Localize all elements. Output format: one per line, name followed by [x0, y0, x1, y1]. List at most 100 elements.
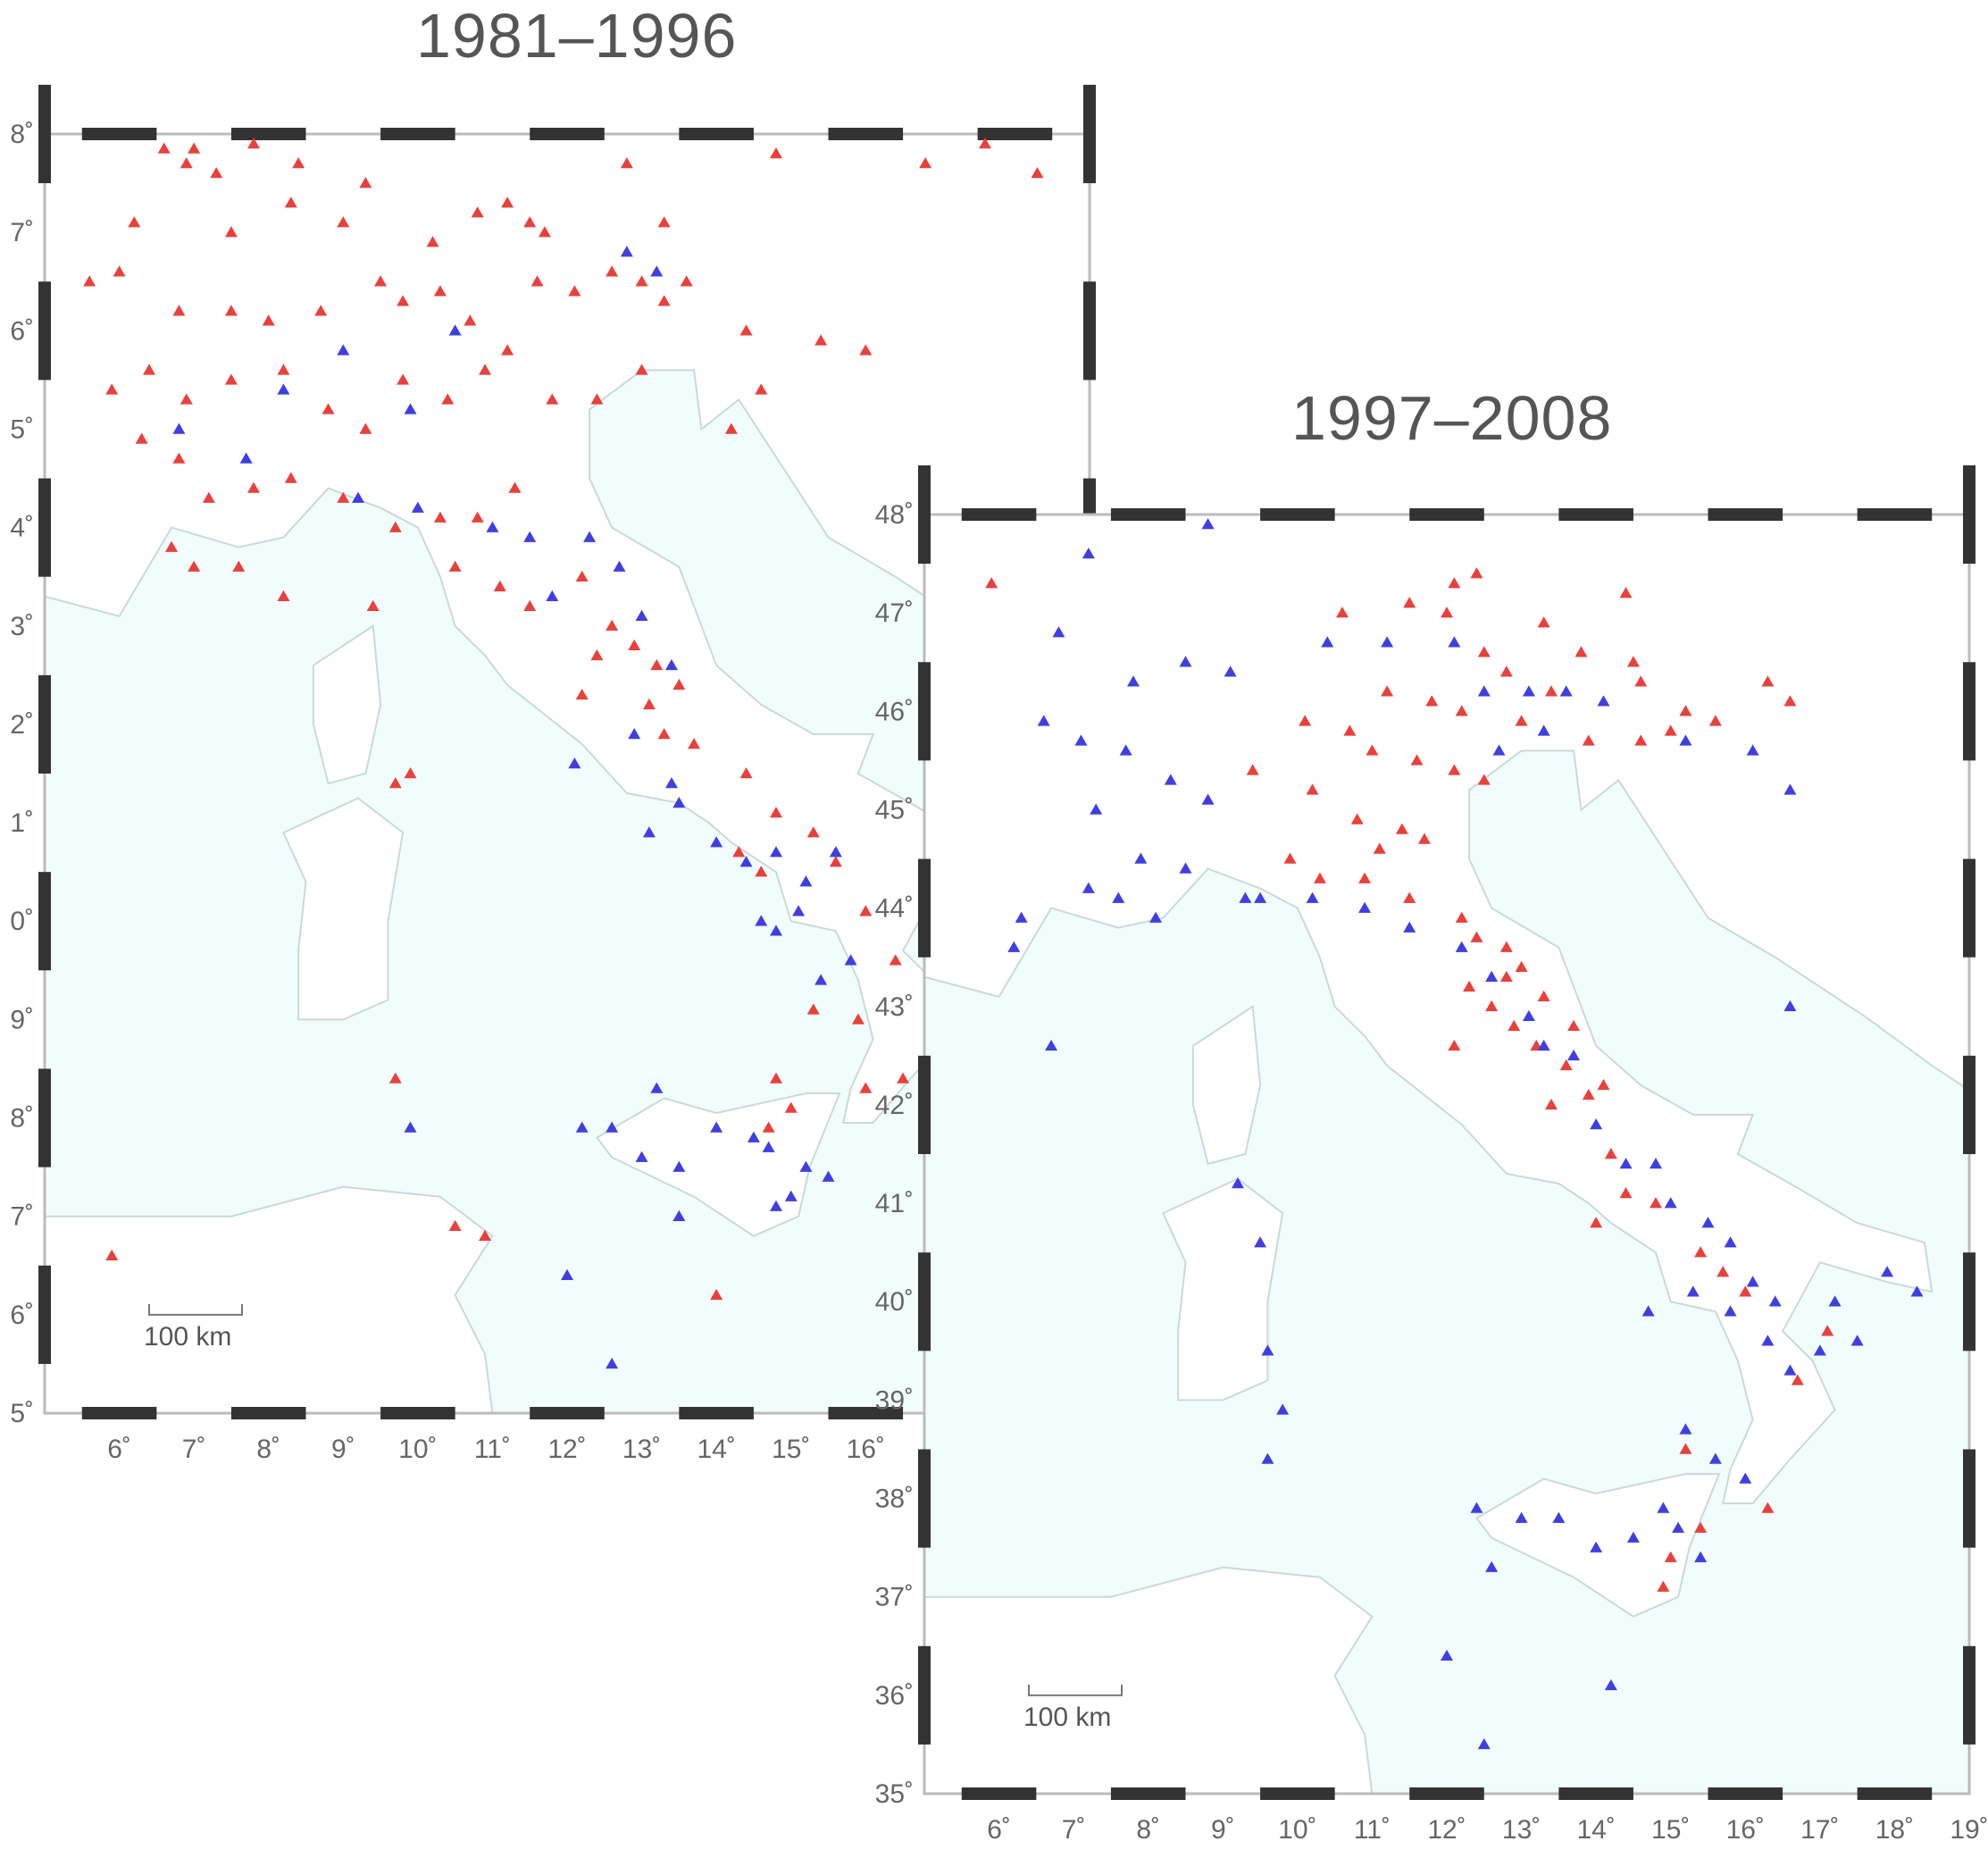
station-red	[1582, 734, 1595, 746]
station-blue	[1179, 656, 1192, 667]
lat-tick-label: 43˚	[875, 992, 914, 1022]
station-red	[188, 560, 201, 572]
station-blue	[1701, 1217, 1715, 1228]
station-blue	[1119, 744, 1132, 756]
station-blue	[1492, 744, 1506, 756]
lat-tick-label: 36˚	[875, 1681, 914, 1711]
station-blue	[672, 797, 686, 808]
station-red	[1448, 764, 1461, 775]
station-blue	[546, 590, 559, 601]
station-blue	[1552, 1511, 1566, 1523]
frame-bar	[1260, 508, 1335, 521]
station-blue	[1559, 685, 1573, 697]
station-blue	[1828, 1295, 1842, 1307]
sardinia-coast-left	[282, 797, 405, 1021]
station-red	[1395, 823, 1408, 834]
station-red	[1545, 685, 1558, 697]
frame-bar	[230, 128, 306, 140]
frame-bar	[81, 1407, 157, 1419]
station-blue	[628, 727, 641, 740]
station-blue	[1261, 1452, 1274, 1464]
station-red	[1358, 872, 1372, 883]
station-blue	[1567, 1049, 1581, 1061]
station-red	[433, 285, 447, 297]
station-red	[105, 383, 119, 395]
station-blue	[1686, 1285, 1700, 1297]
station-red	[590, 393, 604, 405]
station-blue	[739, 856, 753, 867]
station-blue	[770, 1200, 782, 1211]
station-red	[224, 373, 238, 385]
station-red	[814, 334, 828, 346]
station-blue	[1015, 911, 1028, 923]
station-blue	[1626, 1531, 1640, 1543]
frame-bar	[1857, 1787, 1933, 1800]
station-red	[755, 866, 768, 877]
station-blue	[1201, 518, 1215, 530]
station-red	[1499, 941, 1513, 952]
station-red	[650, 658, 664, 671]
station-red	[180, 157, 193, 169]
station-blue	[1746, 744, 1759, 756]
lat-tick-label: 7˚	[10, 218, 34, 247]
lon-tick-label: 9˚	[1211, 1815, 1235, 1845]
station-red	[1508, 1019, 1521, 1032]
frame-bar	[530, 128, 605, 140]
station-red	[1410, 754, 1424, 766]
frame-bar	[1963, 1252, 1975, 1352]
station-blue	[404, 403, 417, 414]
frame-bar	[1110, 508, 1186, 521]
lon-tick-label: 17˚	[1800, 1815, 1839, 1845]
station-blue	[1522, 685, 1535, 697]
station-red	[985, 577, 998, 589]
station-red	[1477, 646, 1491, 657]
station-blue	[1261, 1344, 1274, 1356]
lon-tick-label: 8˚	[256, 1435, 280, 1464]
station-red	[1366, 744, 1379, 756]
frame-bar	[1963, 1449, 1975, 1548]
station-blue	[792, 905, 806, 916]
station-blue	[239, 452, 253, 464]
station-blue	[650, 265, 664, 277]
station-blue	[799, 1160, 813, 1172]
frame-bar	[38, 281, 51, 381]
station-blue	[1768, 1295, 1782, 1307]
station-red	[1448, 577, 1461, 589]
station-red	[359, 177, 372, 188]
lat-tick-label: 38˚	[875, 1485, 914, 1514]
lon-tick-label: 16˚	[1726, 1815, 1765, 1845]
station-blue	[1783, 783, 1797, 795]
map-panel-left: 6˚7˚8˚9˚10˚11˚12˚13˚14˚15˚16˚17˚18˚19˚8˚…	[10, 84, 1109, 1464]
lon-tick-label: 14˚	[1576, 1815, 1615, 1845]
station-blue	[844, 954, 857, 966]
station-red	[628, 639, 641, 651]
station-red	[606, 265, 619, 277]
station-red	[620, 157, 633, 169]
station-blue	[1724, 1305, 1737, 1317]
frame-bar	[1708, 508, 1783, 521]
station-red	[1664, 724, 1677, 736]
station-red	[1455, 911, 1468, 923]
lat-tick-label: 47˚	[875, 598, 914, 628]
frame-bars-right	[918, 464, 1975, 1800]
frame-bar	[918, 1449, 931, 1548]
station-blue	[1239, 891, 1252, 903]
station-blue	[1641, 1305, 1655, 1317]
station-blue	[1850, 1335, 1864, 1346]
station-red	[337, 216, 350, 228]
station-blue	[1007, 941, 1021, 952]
station-red	[739, 767, 753, 779]
lon-tick-label: 10˚	[398, 1435, 437, 1464]
station-blue	[606, 1357, 619, 1369]
station-blue	[448, 324, 462, 336]
station-red	[1545, 1098, 1558, 1110]
lat-tick-label: 6˚	[10, 1301, 34, 1330]
station-blue	[1485, 970, 1499, 982]
station-red	[508, 481, 522, 493]
scale-bar-left: 100 km	[144, 1303, 243, 1352]
station-red	[635, 275, 648, 287]
station-red	[1575, 646, 1588, 657]
lat-tick-label: 44˚	[875, 894, 914, 924]
station-red	[1604, 1148, 1617, 1159]
